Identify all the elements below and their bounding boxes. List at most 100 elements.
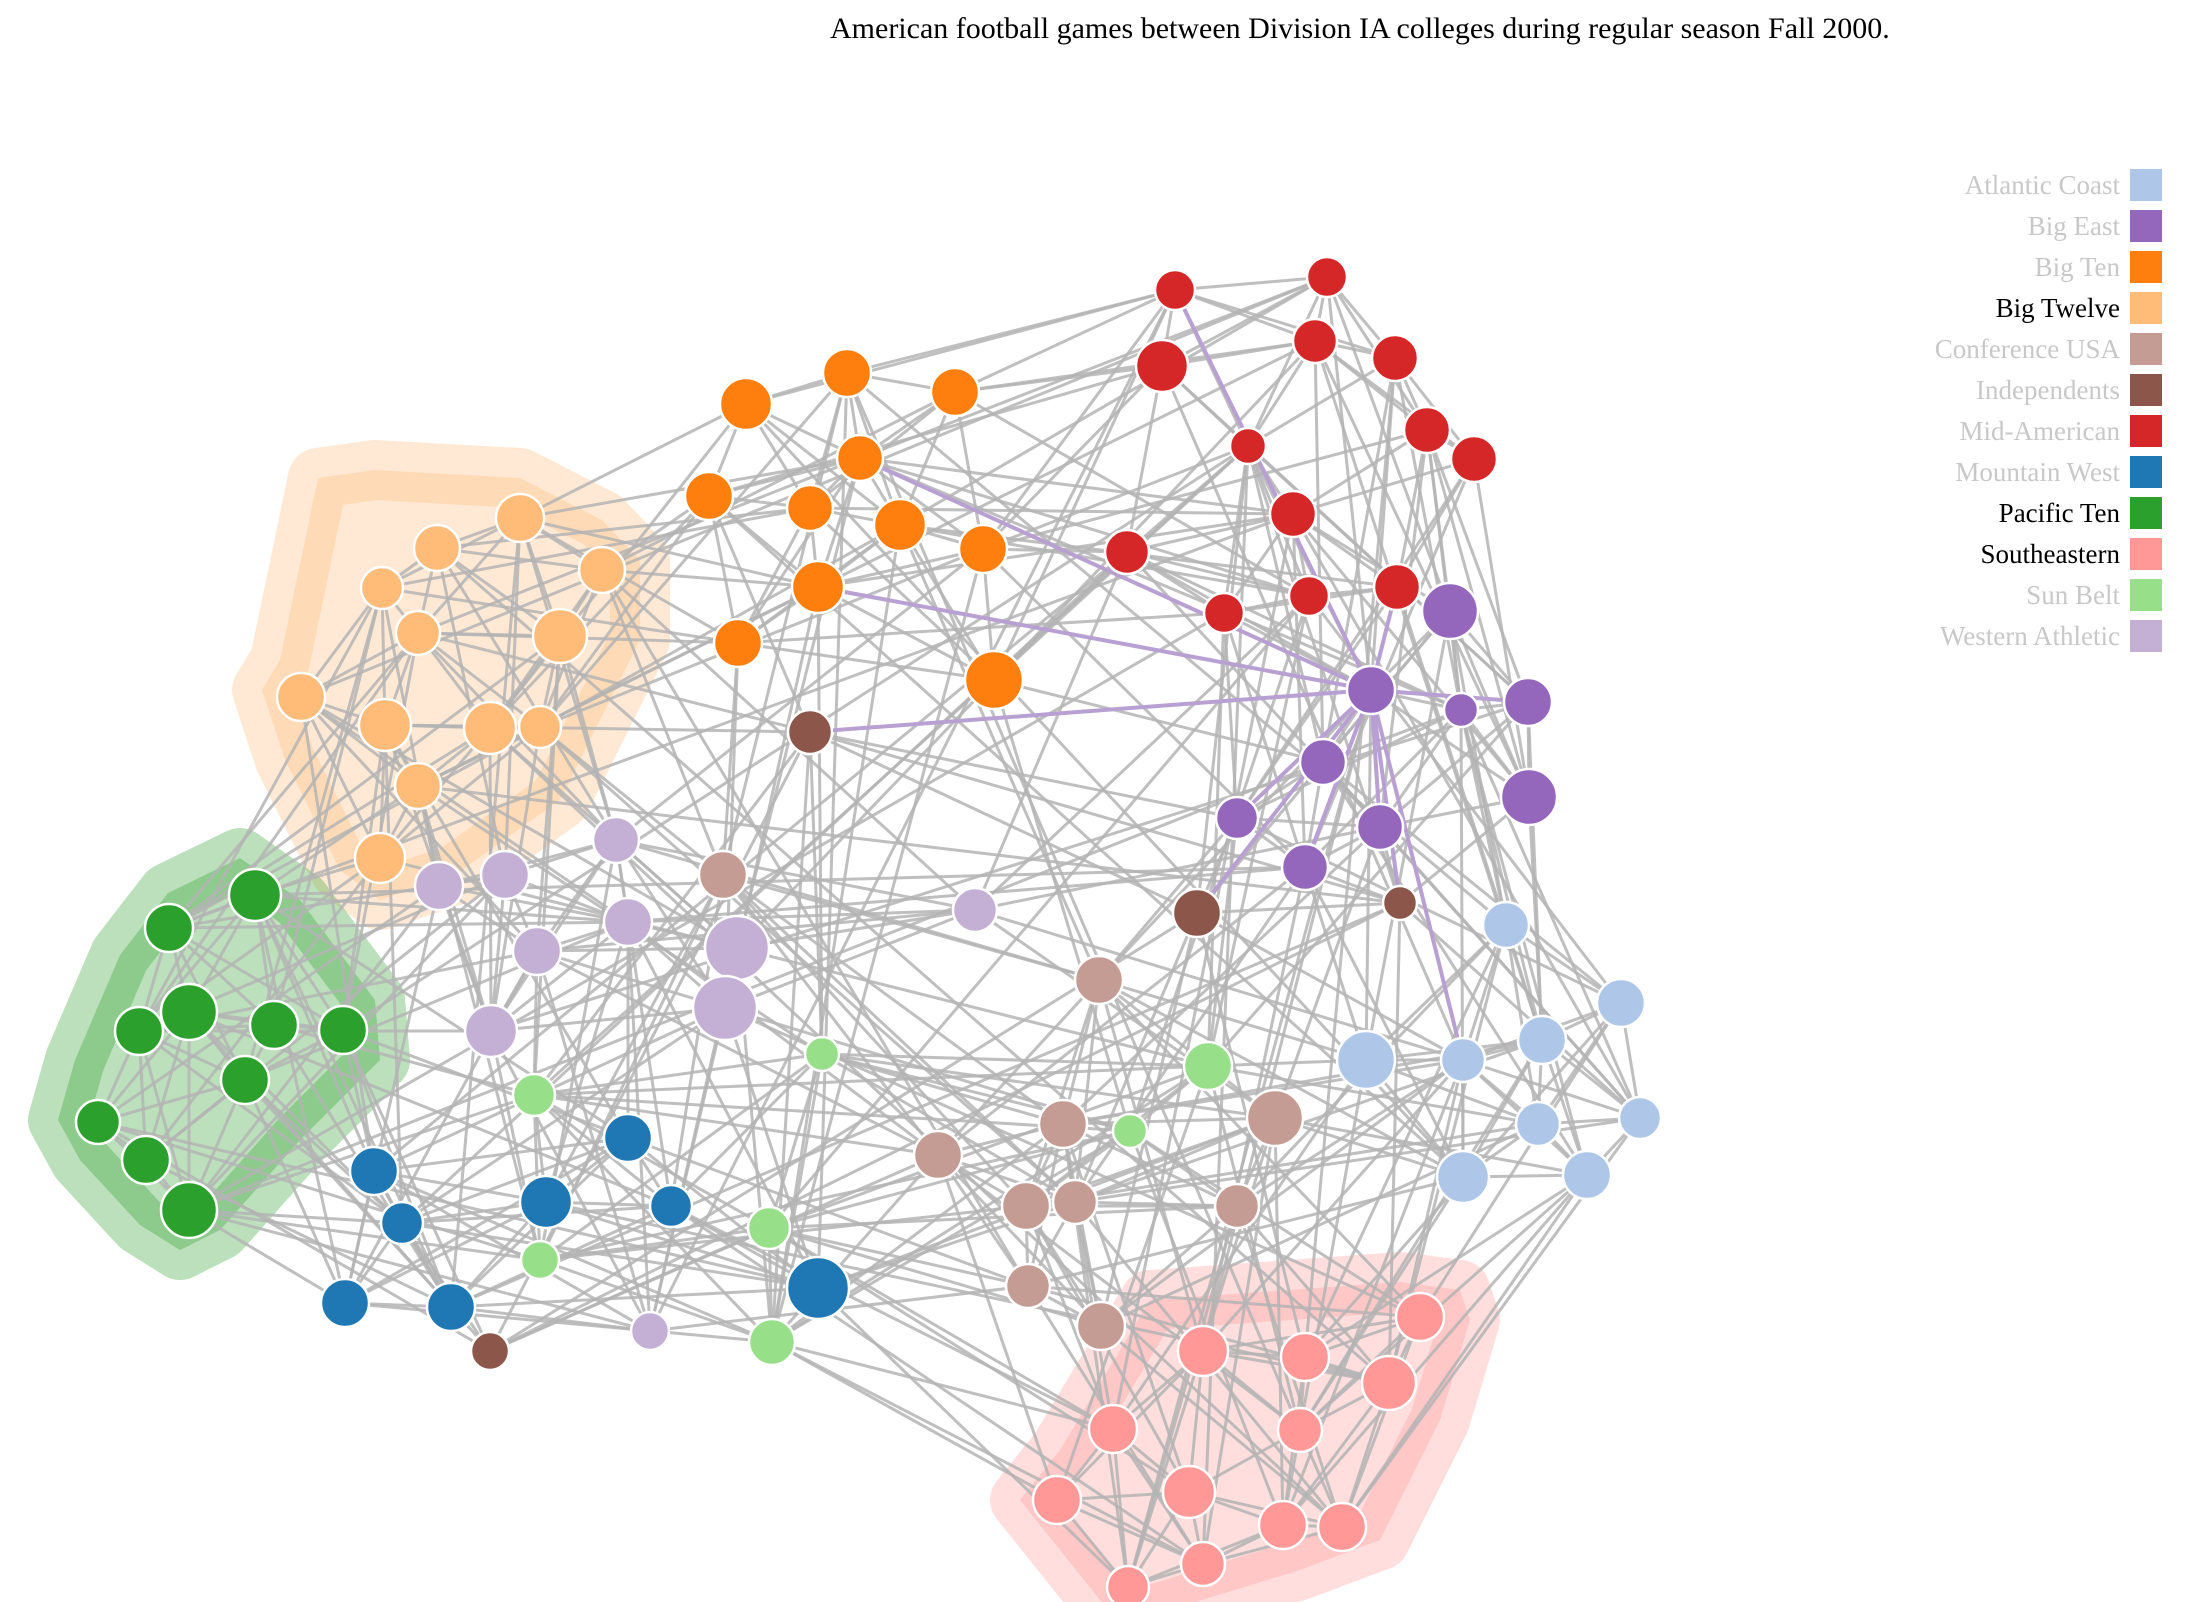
team-node[interactable] — [1287, 574, 1331, 618]
team-node[interactable] — [425, 1281, 477, 1333]
team-node[interactable] — [1372, 562, 1422, 612]
team-node[interactable] — [1004, 1262, 1052, 1310]
team-node[interactable] — [275, 671, 327, 723]
team-node[interactable] — [747, 1317, 797, 1367]
team-node[interactable] — [479, 849, 531, 901]
legend-item[interactable]: Independents — [1976, 373, 2162, 407]
team-node[interactable] — [835, 433, 885, 483]
team-node[interactable] — [1439, 1036, 1487, 1084]
team-node[interactable] — [1103, 528, 1151, 576]
team-node[interactable] — [413, 860, 465, 912]
team-node[interactable] — [1176, 1324, 1230, 1378]
team-node[interactable] — [1051, 1178, 1099, 1226]
team-node[interactable] — [494, 492, 546, 544]
team-node[interactable] — [790, 559, 846, 615]
team-node[interactable] — [1291, 317, 1339, 365]
team-node[interactable] — [1298, 737, 1348, 787]
team-node[interactable] — [1442, 691, 1480, 729]
team-node[interactable] — [929, 366, 981, 418]
team-node[interactable] — [1182, 1040, 1234, 1092]
team-node[interactable] — [1257, 1499, 1309, 1551]
team-node[interactable] — [1075, 1300, 1127, 1352]
team-node[interactable] — [602, 1112, 654, 1164]
team-node[interactable] — [786, 708, 834, 756]
team-node[interactable] — [1355, 802, 1405, 852]
team-node[interactable] — [602, 896, 654, 948]
team-node[interactable] — [1394, 1291, 1446, 1343]
legend-item[interactable]: Big Twelve — [1996, 291, 2162, 325]
team-node[interactable] — [1502, 676, 1554, 728]
team-node[interactable] — [591, 815, 641, 865]
team-node[interactable] — [951, 886, 999, 934]
team-node[interactable] — [348, 1145, 400, 1197]
legend-item[interactable]: Conference USA — [1935, 332, 2162, 366]
team-node[interactable] — [1561, 1149, 1613, 1201]
team-node[interactable] — [1171, 887, 1223, 939]
team-node[interactable] — [821, 347, 873, 399]
team-node[interactable] — [1316, 1501, 1368, 1553]
team-node[interactable] — [718, 376, 774, 432]
team-node[interactable] — [379, 1200, 425, 1246]
team-node[interactable] — [785, 483, 835, 533]
team-node[interactable] — [113, 1005, 165, 1057]
team-node[interactable] — [1499, 767, 1559, 827]
team-node[interactable] — [803, 1035, 841, 1073]
team-node[interactable] — [1280, 842, 1330, 892]
team-node[interactable] — [1305, 255, 1349, 299]
team-node[interactable] — [957, 523, 1009, 575]
team-node[interactable] — [1481, 900, 1531, 950]
team-node[interactable] — [963, 649, 1025, 711]
legend-item[interactable]: Big East — [2028, 209, 2162, 243]
team-node[interactable] — [712, 617, 764, 669]
team-node[interactable] — [159, 1180, 219, 1240]
team-node[interactable] — [319, 1277, 371, 1329]
team-node[interactable] — [785, 1255, 851, 1321]
team-node[interactable] — [1245, 1088, 1305, 1148]
team-node[interactable] — [1514, 1100, 1562, 1148]
team-node[interactable] — [219, 1054, 271, 1106]
legend-item[interactable]: Sun Belt — [2026, 578, 2162, 612]
team-node[interactable] — [872, 497, 928, 553]
team-node[interactable] — [1202, 591, 1246, 635]
team-node[interactable] — [462, 700, 518, 756]
team-node[interactable] — [519, 1239, 561, 1281]
team-node[interactable] — [703, 914, 771, 982]
team-node[interactable] — [353, 831, 407, 885]
team-node[interactable] — [1000, 1180, 1052, 1232]
team-node[interactable] — [1037, 1098, 1089, 1150]
team-node[interactable] — [629, 1310, 671, 1352]
team-node[interactable] — [912, 1129, 964, 1181]
team-node[interactable] — [248, 999, 300, 1051]
team-node[interactable] — [1111, 1112, 1149, 1150]
team-node[interactable] — [1268, 489, 1318, 539]
team-node[interactable] — [1381, 884, 1419, 922]
team-node[interactable] — [1276, 1406, 1324, 1454]
team-node[interactable] — [1370, 333, 1420, 383]
legend-item[interactable]: Pacific Ten — [1999, 496, 2162, 530]
team-node[interactable] — [1402, 405, 1452, 455]
team-node[interactable] — [511, 925, 563, 977]
team-node[interactable] — [1134, 338, 1190, 394]
team-node[interactable] — [1105, 1564, 1151, 1602]
team-node[interactable] — [691, 974, 759, 1042]
team-node[interactable] — [317, 1004, 369, 1056]
team-node[interactable] — [511, 1072, 557, 1118]
team-node[interactable] — [577, 545, 627, 595]
legend-item[interactable]: Big Ten — [2035, 250, 2162, 284]
team-node[interactable] — [412, 523, 462, 573]
legend-item[interactable]: Mountain West — [1955, 455, 2162, 489]
team-node[interactable] — [359, 565, 405, 611]
team-node[interactable] — [469, 1330, 511, 1372]
team-node[interactable] — [518, 1174, 574, 1230]
team-node[interactable] — [1360, 1354, 1418, 1412]
legend-item[interactable]: Western Athletic — [1940, 619, 2162, 653]
team-node[interactable] — [463, 1003, 519, 1059]
team-node[interactable] — [1161, 1464, 1217, 1520]
team-node[interactable] — [683, 470, 735, 522]
team-node[interactable] — [746, 1205, 792, 1251]
team-node[interactable] — [394, 609, 442, 657]
legend-item[interactable]: Mid-American — [1960, 414, 2162, 448]
team-node[interactable] — [1073, 954, 1125, 1006]
team-node[interactable] — [697, 849, 749, 901]
team-node[interactable] — [1335, 1029, 1397, 1091]
